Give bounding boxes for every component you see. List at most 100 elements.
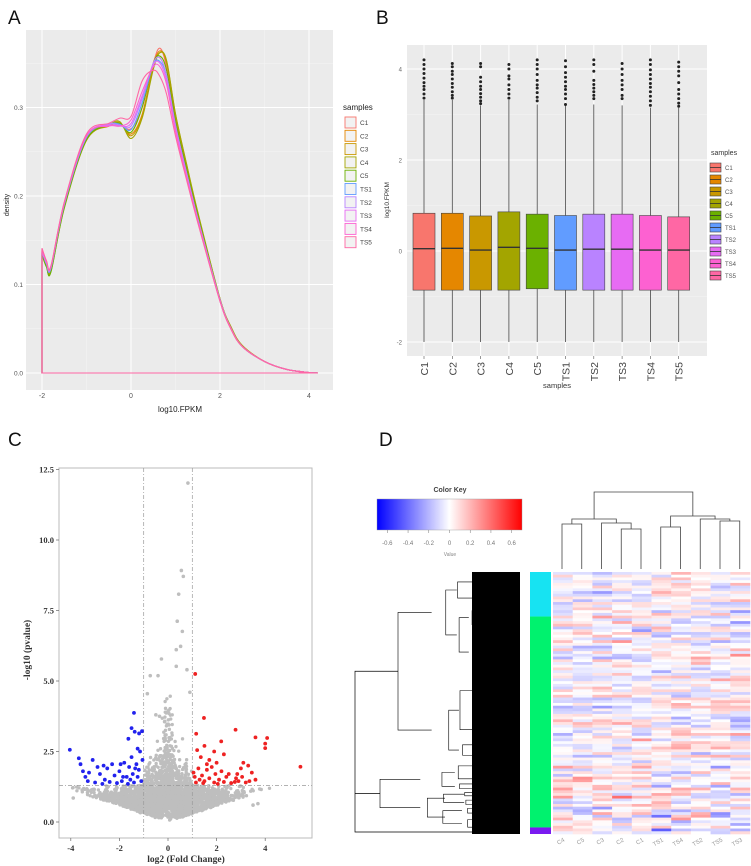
volcano-point [149, 796, 154, 801]
heatmap-cell [690, 577, 711, 581]
heatmap-cell [592, 577, 613, 581]
heatmap-cell [671, 763, 692, 767]
heatmap-cell [710, 642, 731, 646]
dendrogram-branch [491, 626, 496, 632]
heatmap-cell [553, 651, 573, 655]
heatmap-cell [710, 602, 731, 606]
dendrogram-branch [448, 709, 459, 751]
volcano-point-down [117, 769, 122, 774]
volcano-point-up [219, 739, 224, 744]
heatmap-cell [710, 596, 731, 600]
volcano-point [192, 789, 197, 793]
dendrogram-branch [512, 685, 515, 688]
outlier-point [507, 74, 511, 78]
volcano-point [226, 790, 231, 795]
heatmap-cell [730, 735, 751, 739]
heatmap-cell [730, 820, 751, 824]
volcano-point-down [134, 762, 139, 767]
x-axis-title: log10.FPKM [158, 405, 202, 414]
volcano-point [145, 691, 150, 696]
dendrogram-branch [505, 791, 508, 793]
heatmap-cell [572, 645, 593, 649]
heatmap-cell [553, 582, 573, 586]
dendrogram-branch [491, 781, 497, 784]
heatmap-cell [592, 621, 613, 625]
heatmap-cell [631, 694, 652, 698]
heatmap-cell [612, 795, 633, 799]
y-tick-label: -2 [397, 341, 403, 347]
dendrogram-branch [493, 815, 502, 818]
dendrogram-branch [506, 654, 510, 656]
volcano-point [185, 667, 189, 672]
legend-key-C3 [344, 143, 357, 156]
volcano-point [171, 798, 176, 802]
volcano-point-up [298, 764, 303, 769]
volcano-point-up [215, 782, 220, 786]
heatmap-cell [553, 664, 573, 668]
volcano-point [117, 799, 122, 803]
volcano-point [183, 778, 187, 783]
heatmap-cell [651, 705, 672, 709]
y-tick-label: 0.2 [14, 194, 23, 201]
volcano-point [199, 803, 204, 807]
outlier-point [422, 58, 426, 62]
heatmap-cell [612, 593, 633, 597]
heatmap-cell [710, 664, 731, 668]
dendrogram-branch [492, 768, 500, 773]
heatmap-cell [710, 741, 731, 745]
outlier-point [648, 103, 652, 107]
heatmap-cell [631, 678, 652, 682]
heatmap-cell [631, 743, 652, 747]
heatmap-cell [710, 727, 731, 731]
volcano-point [145, 774, 150, 779]
dendrogram-branch [510, 687, 514, 691]
volcano-point [169, 744, 174, 749]
heatmap-cell [690, 607, 711, 611]
heatmap-cell [553, 588, 573, 592]
volcano-point [173, 739, 177, 744]
volcano-point [185, 798, 189, 802]
dendrogram-branch [494, 773, 498, 777]
heatmap-cell [612, 703, 633, 707]
heatmap-cell [690, 752, 711, 756]
dendrogram-branch [510, 744, 514, 746]
heatmap-cell [553, 642, 573, 646]
heatmap-cell [592, 814, 613, 818]
heatmap-cell [612, 659, 633, 663]
heatmap-cell [553, 801, 573, 805]
heatmap-cell [690, 743, 711, 747]
heatmap-cell [671, 662, 692, 666]
volcano-point [158, 788, 162, 792]
heatmap-cell [572, 795, 593, 799]
dendrogram-branch [512, 703, 514, 706]
heatmap-cell [671, 823, 692, 827]
heatmap-cell [651, 642, 672, 646]
outlier-point [564, 87, 567, 91]
heatmap-cell [690, 823, 711, 827]
heatmap-cell [710, 795, 731, 799]
heatmap-cell [553, 765, 573, 769]
heatmap-cell [553, 656, 573, 660]
heatmap-cell [553, 580, 573, 584]
dendrogram-branch [496, 616, 501, 621]
heatmap-cell [592, 738, 613, 742]
dendrogram-branch [457, 765, 475, 780]
legend-label: C2 [725, 178, 733, 184]
heatmap-cell [572, 724, 593, 728]
heatmap-cell [572, 612, 593, 616]
dendrogram-branch [459, 690, 474, 730]
heatmap-cell [612, 724, 633, 728]
heatmap-cell [592, 746, 613, 750]
dendrogram-branch [478, 776, 484, 782]
dendrogram-branch [505, 622, 509, 625]
heatmap-cell [572, 686, 593, 690]
heatmap-cell [730, 645, 751, 649]
heatmap-cell [592, 599, 613, 603]
heatmap-cell [631, 659, 652, 663]
heatmap-cell [553, 626, 573, 630]
volcano-point-up [212, 780, 217, 785]
dendrogram-branch [506, 575, 509, 577]
dendrogram-branch [487, 747, 496, 750]
heatmap-cell [612, 754, 633, 758]
